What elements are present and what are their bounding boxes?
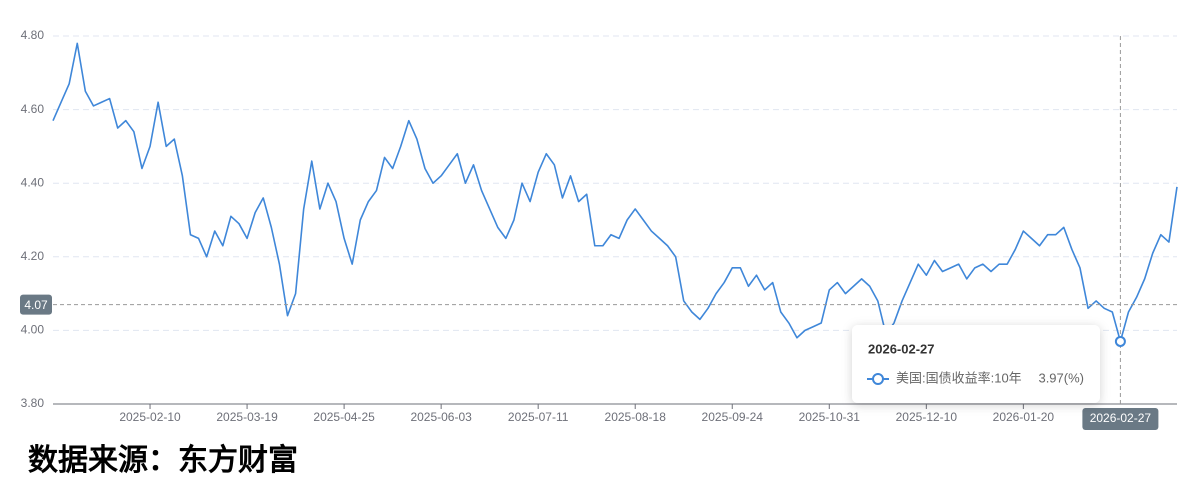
y-tick-label: 4.40 [21, 175, 45, 189]
crosshair-y-label-bg [20, 294, 52, 315]
x-tick-label: 2025-06-03 [410, 410, 472, 424]
crosshair-x-label: 2026-02-27 [1090, 411, 1152, 425]
plot [52, 42, 1178, 343]
crosshair-x-label-bg [1082, 408, 1159, 430]
x-tick-label: 2025-02-10 [119, 410, 181, 424]
x-tick-label: 2025-08-18 [605, 410, 667, 424]
x-tick-label: 2025-04-25 [313, 410, 375, 424]
grid: 3.80 4.00 4.20 4.40 4.60 4.80 2025-02-10 2025-0… [21, 28, 1177, 424]
crosshair-y-label: 4.07 [24, 298, 48, 312]
tooltip-box [852, 325, 1100, 403]
y-tick-label: 4.00 [21, 323, 45, 337]
source-note: 数据来源：东方财富 [28, 443, 298, 477]
x-tick-label: 2025-10-31 [799, 410, 861, 424]
tooltip-series-name: 美国:国债收益率:10年 [896, 370, 1022, 385]
y-tick-label: 3.80 [21, 396, 45, 410]
x-tick-label: 2025-12-10 [896, 410, 958, 424]
x-tick-label: 2025-03-19 [216, 410, 278, 424]
x-tick-label: 2025-09-24 [702, 410, 764, 424]
hover-point [1114, 335, 1126, 347]
x-tick-label: 2025-07-11 [508, 410, 569, 424]
y-tick-label: 4.60 [21, 102, 45, 116]
series-line [52, 42, 1178, 343]
tooltip-legend-marker [872, 373, 884, 385]
tooltip-value: 3.97(%) [1038, 370, 1084, 385]
tooltip-date: 2026-02-27 [868, 341, 935, 356]
y-tick-label: 4.20 [21, 249, 45, 263]
y-tick-label: 4.80 [21, 28, 45, 42]
x-tick-label: 2026-01-20 [993, 410, 1055, 424]
tooltip-layer: 4.07 2026-02-27 2026-02-27 美国:国债收益率:10年 3.97… [20, 36, 1177, 430]
